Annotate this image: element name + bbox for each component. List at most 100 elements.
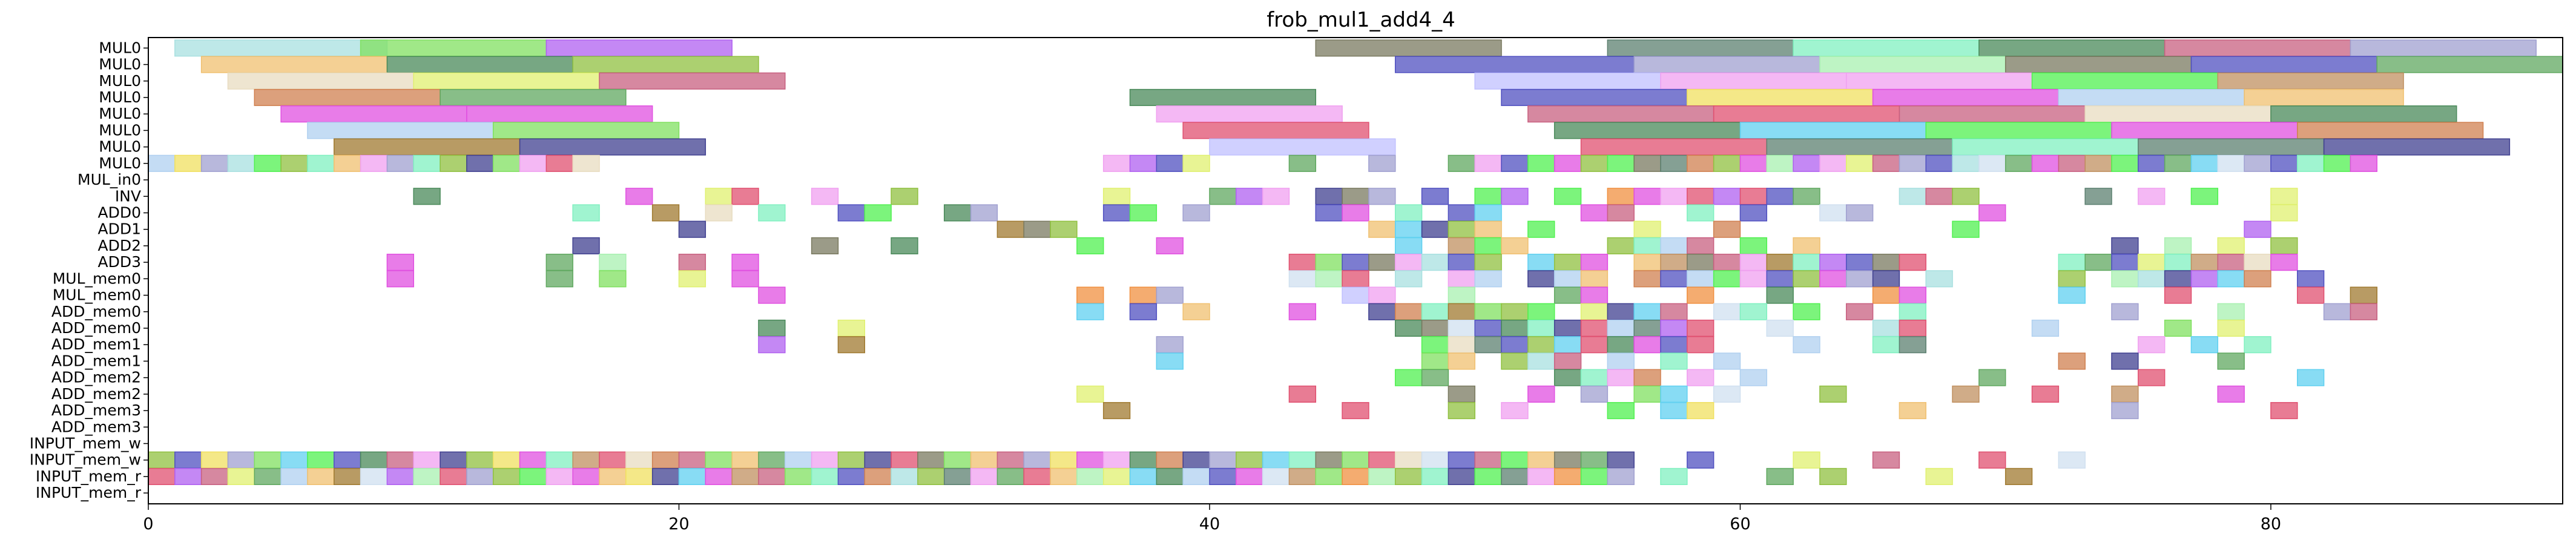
task-bar: [1845, 270, 1874, 288]
task-bar: [200, 467, 229, 485]
task-bar: [227, 154, 255, 172]
task-bar: [148, 451, 176, 469]
task-bar: [1660, 319, 1688, 337]
task-bar: [360, 154, 388, 172]
task-bar: [466, 154, 494, 172]
task-bar: [705, 451, 733, 469]
task-bar: [1129, 204, 1158, 222]
task-bar: [1607, 237, 1635, 254]
task-bar: [1793, 270, 1820, 288]
task-bar: [466, 105, 653, 123]
task-bar: [1368, 188, 1396, 205]
task-bar: [2084, 188, 2112, 205]
task-bar: [2297, 369, 2325, 386]
task-bar: [413, 72, 600, 90]
task-bar: [174, 467, 202, 485]
task-bar: [254, 88, 441, 107]
task-bar: [1368, 220, 1396, 238]
task-bar: [1793, 254, 1820, 271]
task-bar: [200, 56, 388, 73]
task-bar: [1739, 188, 1768, 205]
task-bar: [1236, 188, 1263, 205]
task-bar: [1474, 204, 1502, 222]
task-bar: [1819, 204, 1847, 222]
task-bar: [1501, 467, 1529, 485]
y-tick-label: MUL0: [99, 39, 141, 56]
task-bar: [2111, 385, 2139, 403]
y-tick-label: MUL0: [99, 138, 141, 156]
task-bar: [1978, 369, 2006, 386]
task-bar: [1076, 451, 1104, 469]
task-bar: [280, 467, 308, 485]
y-tick-label: ADD1: [97, 220, 141, 238]
task-bar: [1209, 188, 1237, 205]
task-bar: [1501, 352, 1529, 370]
task-bar: [1076, 467, 1104, 485]
task-bar: [334, 138, 521, 156]
task-bar: [1501, 451, 1529, 469]
task-bar: [1342, 188, 1369, 205]
y-tick-label: INPUT_mem_r: [36, 467, 142, 485]
task-bar: [811, 237, 839, 254]
task-bar: [519, 154, 547, 172]
task-bar: [1793, 154, 1820, 172]
task-bar: [1553, 352, 1582, 370]
task-bar: [1474, 72, 1661, 90]
task-bar: [864, 204, 892, 222]
task-bar: [2297, 122, 2484, 139]
task-bar: [572, 467, 600, 485]
task-bar: [2138, 138, 2325, 156]
task-bar: [2031, 385, 2060, 403]
task-bar: [2190, 254, 2219, 271]
task-bar: [545, 154, 573, 172]
task-bar: [996, 220, 1024, 238]
task-bar: [2217, 72, 2404, 90]
task-bar: [1448, 237, 1475, 254]
task-bar: [1660, 188, 1688, 205]
task-bar: [1553, 467, 1582, 485]
task-bar: [1527, 105, 1715, 123]
task-bar: [1952, 385, 1980, 403]
task-bar: [1872, 270, 1900, 288]
task-bar: [174, 154, 202, 172]
task-bar: [492, 122, 680, 139]
task-bar: [1448, 270, 1475, 288]
task-bar: [1288, 303, 1317, 320]
task-bar: [970, 467, 998, 485]
task-bar: [1687, 369, 1715, 386]
task-bar: [2270, 154, 2298, 172]
task-bar: [1421, 352, 1449, 370]
task-bar: [1872, 286, 1900, 304]
task-bar: [1660, 467, 1688, 485]
task-bar: [651, 467, 680, 485]
task-bar: [1553, 286, 1582, 304]
task-bar: [2164, 254, 2192, 271]
task-bar: [731, 270, 759, 288]
task-bar: [1315, 204, 1343, 222]
task-bar: [1580, 369, 1609, 386]
task-bar: [545, 254, 573, 271]
task-bar: [1209, 138, 1396, 156]
task-bar: [1448, 204, 1475, 222]
task-bar: [519, 451, 547, 469]
task-bar: [2190, 336, 2219, 354]
task-bar: [413, 467, 441, 485]
task-bar: [2217, 385, 2245, 403]
task-bar: [1156, 336, 1184, 354]
task-bar: [1236, 467, 1263, 485]
task-bar: [2244, 88, 2404, 107]
task-bar: [2058, 270, 2086, 288]
task-bar: [1394, 319, 1423, 337]
task-bar: [1448, 467, 1475, 485]
task-bar: [2111, 401, 2139, 420]
task-bar: [1342, 204, 1369, 222]
task-bar: [1607, 204, 1635, 222]
task-bar: [758, 467, 786, 485]
task-bar: [1872, 88, 2060, 107]
task-bar: [1687, 286, 1715, 304]
task-bar: [1288, 385, 1317, 403]
task-bar: [1660, 237, 1688, 254]
task-bar: [2270, 204, 2298, 222]
task-bar: [1553, 188, 1582, 205]
task-bar: [1978, 204, 2006, 222]
